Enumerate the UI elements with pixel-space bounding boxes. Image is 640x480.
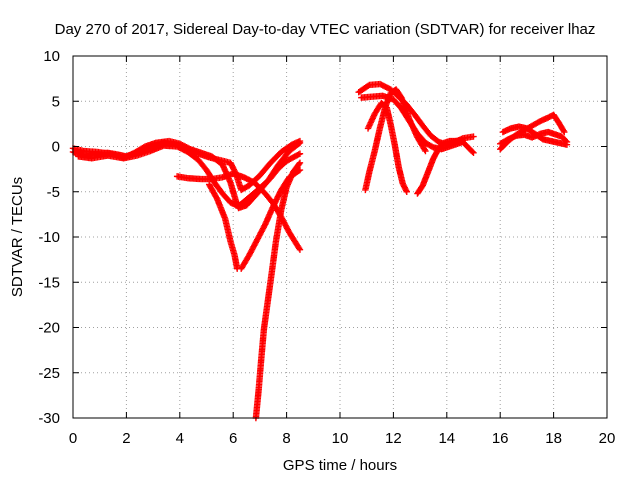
data-point-marker: [421, 146, 428, 153]
x-tick-label: 20: [599, 430, 616, 447]
y-tick-label: -20: [38, 320, 60, 337]
y-tick-label: -30: [38, 410, 60, 427]
data-series-track-5: [205, 181, 241, 272]
y-axis-tick-labels: -30 -25 -20 -15 -10 -5 0 5 10: [38, 48, 60, 427]
data-series-track-12: [414, 136, 467, 197]
series-markers: [69, 80, 571, 422]
x-tick-label: 16: [492, 430, 509, 447]
y-tick-label: 10: [43, 48, 60, 65]
data-point-marker: [470, 133, 477, 140]
x-axis-tick-labels: 0 2 4 6 8 10 12 14 16 18 20: [69, 430, 616, 447]
x-tick-label: 8: [282, 430, 290, 447]
x-tick-label: 2: [122, 430, 130, 447]
x-tick-label: 6: [229, 430, 237, 447]
data-point-marker: [561, 128, 568, 136]
x-tick-label: 4: [176, 430, 184, 447]
data-series-track-11: [364, 99, 410, 195]
y-tick-label: -10: [38, 229, 60, 246]
data-series-track-14: [497, 128, 571, 147]
data-point-marker: [295, 160, 303, 168]
data-point-marker: [470, 149, 477, 157]
chart-title: Day 270 of 2017, Sidereal Day-to-day VTE…: [55, 21, 596, 38]
x-tick-label: 14: [438, 430, 455, 447]
y-axis-label: SDTVAR / TECUs: [9, 177, 26, 297]
data-point-marker: [296, 150, 304, 157]
data-series-track-15: [499, 123, 571, 148]
data-point-marker: [422, 147, 429, 155]
axis-ticks: [72, 55, 608, 419]
data-point-marker: [296, 246, 304, 253]
x-tick-label: 10: [332, 430, 349, 447]
data-point-marker: [560, 127, 567, 134]
data-point-marker: [563, 141, 571, 148]
y-tick-label: -5: [47, 184, 60, 201]
data-point-marker: [459, 136, 467, 144]
data-point-marker: [469, 148, 476, 155]
data-point-marker: [403, 188, 410, 195]
x-axis-label: GPS time / hours: [283, 457, 397, 474]
data-series-track-7: [252, 159, 304, 422]
y-tick-label: 5: [52, 93, 60, 110]
x-tick-label: 0: [69, 430, 77, 447]
x-tick-label: 18: [545, 430, 562, 447]
x-tick-label: 12: [385, 430, 402, 447]
y-tick-label: -15: [38, 274, 60, 291]
data-point-marker: [296, 159, 304, 166]
data-point-marker: [295, 151, 302, 158]
y-tick-label: 0: [52, 139, 60, 156]
data-point-marker: [296, 137, 304, 145]
y-tick-label: -25: [38, 365, 60, 382]
data-point-marker: [295, 245, 303, 252]
